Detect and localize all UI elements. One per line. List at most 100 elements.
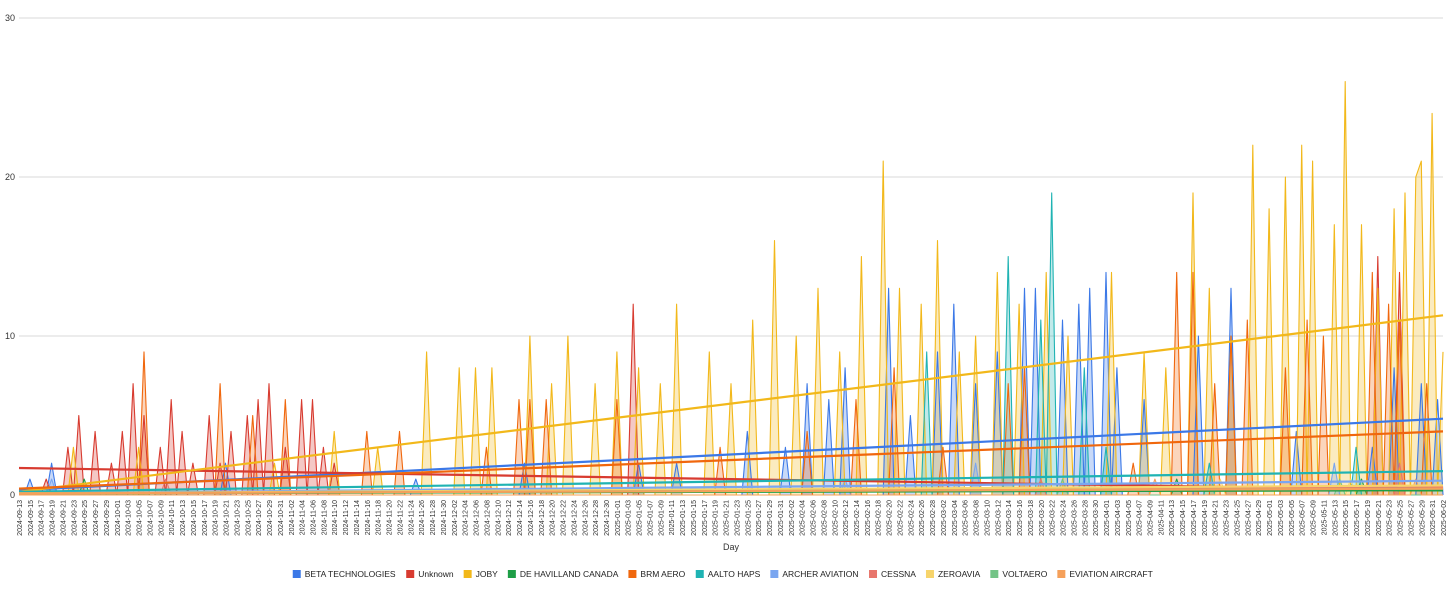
x-tick-label: 2025-05-27 — [1408, 500, 1415, 536]
x-tick-label: 2025-03-18 — [1028, 500, 1035, 536]
legend-item[interactable]: AALTO HAPS — [695, 569, 761, 579]
x-tick-label: 2024-11-20 — [387, 500, 394, 535]
x-tick-label: 2025-05-03 — [1278, 500, 1285, 536]
x-tick-label: 2024-12-16 — [528, 500, 535, 536]
x-tick-label: 2024-11-22 — [398, 500, 405, 535]
x-tick-label: 2024-09-21 — [61, 500, 68, 536]
x-tick-label: 2024-11-04 — [300, 500, 307, 535]
legend-item[interactable]: EVIATION AIRCRAFT — [1057, 569, 1153, 579]
x-tick-label: 2024-12-04 — [463, 500, 470, 536]
x-tick-label: 2025-03-08 — [974, 500, 981, 536]
series-line — [19, 478, 1443, 496]
legend-item[interactable]: VOLTAERO — [990, 569, 1048, 579]
legend-item[interactable]: Unknown — [406, 569, 454, 579]
x-tick-label: 2025-01-29 — [767, 500, 774, 536]
x-tick-label: 2024-12-20 — [550, 500, 557, 536]
x-tick-label: 2024-11-26 — [419, 500, 426, 535]
x-tick-label: 2025-02-18 — [876, 500, 883, 536]
x-tick-label: 2024-09-25 — [82, 500, 89, 536]
x-tick-label: 2025-02-04 — [800, 500, 807, 536]
legend-label: Unknown — [418, 569, 454, 579]
x-tick-label: 2025-02-14 — [854, 500, 861, 536]
x-tick-label: 2024-12-02 — [452, 500, 459, 536]
x-tick-label: 2025-04-21 — [1213, 500, 1220, 536]
x-tick-label: 2025-03-12 — [995, 500, 1002, 536]
legend-swatch — [770, 570, 779, 578]
x-tick-label: 2025-01-07 — [648, 500, 655, 536]
x-tick-label: 2025-05-13 — [1332, 500, 1339, 536]
x-tick-label: 2025-04-25 — [1235, 500, 1242, 536]
x-tick-label: 2024-12-06 — [474, 500, 481, 536]
legend-label: ZEROAVIA — [938, 569, 981, 579]
legend-item[interactable]: ARCHER AVIATION — [770, 569, 859, 579]
x-tick-label: 2025-01-19 — [713, 500, 720, 536]
x-tick-label: 2025-01-31 — [778, 500, 785, 536]
x-tick-label: 2025-05-19 — [1365, 500, 1372, 536]
x-tick-label: 2025-05-15 — [1343, 500, 1350, 536]
x-tick-label: 2025-01-17 — [702, 500, 709, 536]
series-trendline — [18, 470, 1444, 493]
x-tick-label: 2024-12-14 — [517, 500, 524, 536]
x-tick-label: 2025-02-26 — [919, 500, 926, 536]
x-tick-label: 2025-02-02 — [789, 500, 796, 536]
legend-swatch — [463, 570, 472, 578]
x-tick-label: 2024-11-02 — [289, 500, 296, 535]
x-tick-label: 2024-10-01 — [115, 500, 122, 536]
x-tick-label: 2025-04-29 — [1256, 500, 1263, 536]
x-tick-label: 2024-12-08 — [484, 500, 491, 536]
x-tick-label: 2024-11-14 — [354, 500, 361, 535]
legend-swatch — [406, 570, 415, 578]
legend-item[interactable]: DE HAVILLAND CANADA — [507, 569, 619, 579]
series-areas — [19, 81, 1443, 495]
x-tick-label: 2025-03-24 — [1061, 500, 1068, 536]
series-trendline — [18, 314, 1444, 493]
x-tick-label: 2024-12-22 — [561, 500, 568, 536]
legend-item[interactable]: BRM AERO — [628, 569, 686, 579]
x-tick-label: 2025-05-25 — [1398, 500, 1405, 536]
x-tick-label: 2025-05-11 — [1321, 500, 1328, 535]
x-tick-label: 2025-04-03 — [1115, 500, 1122, 536]
x-tick-label: 2025-05-09 — [1311, 500, 1318, 536]
x-tick-label: 2025-04-23 — [1224, 500, 1231, 536]
x-tick-label: 2024-10-29 — [267, 500, 274, 536]
legend-label: CESSNA — [881, 569, 916, 579]
x-tick-label: 2025-01-03 — [626, 500, 633, 536]
x-tick-label: 2025-03-02 — [941, 500, 948, 536]
x-tick-label: 2025-05-17 — [1354, 500, 1361, 536]
x-tick-label: 2024-09-23 — [71, 500, 78, 536]
x-tick-label: 2025-06-02 — [1441, 500, 1448, 536]
x-tick-label: 2025-01-05 — [637, 500, 644, 536]
legend-item[interactable]: CESSNA — [869, 569, 916, 579]
legend-item[interactable]: ZEROAVIA — [925, 569, 981, 579]
x-tick-label: 2025-01-01 — [615, 500, 622, 536]
legend-swatch — [869, 570, 878, 578]
x-tick-label: 2024-10-25 — [245, 500, 252, 536]
x-tick-label: 2024-09-17 — [39, 500, 46, 536]
x-tick-label: 2025-04-01 — [1104, 500, 1111, 536]
legend-label: EVIATION AIRCRAFT — [1069, 569, 1152, 579]
x-tick-label: 2024-10-17 — [202, 500, 209, 536]
legend-item[interactable]: BETA TECHNOLOGIES — [292, 569, 396, 579]
legend: BETA TECHNOLOGIES Unknown JOBY DE HAVILLAND… — [292, 569, 1153, 579]
x-tick-label: 2024-10-03 — [126, 500, 133, 536]
x-tick-label: 2024-10-09 — [158, 500, 165, 536]
x-tick-label: 2024-09-27 — [93, 500, 100, 536]
x-tick-label: 2024-12-18 — [539, 500, 546, 536]
x-tick-label: 2024-09-29 — [104, 500, 111, 536]
x-tick-label: 2025-04-15 — [1180, 500, 1187, 536]
x-tick-label: 2024-12-10 — [495, 500, 502, 536]
x-tick-label: 2025-05-23 — [1387, 500, 1394, 536]
x-tick-label: 2025-01-13 — [680, 500, 687, 536]
y-tick-label: 20 — [5, 172, 15, 182]
legend-item[interactable]: JOBY — [463, 569, 499, 579]
x-tick-label: 2025-03-16 — [1017, 500, 1024, 536]
x-tick-label: 2025-04-17 — [1191, 500, 1198, 536]
x-tick-label: 2025-03-06 — [963, 500, 970, 536]
x-tick-label: 2024-12-30 — [604, 500, 611, 536]
x-tick-label: 2025-04-11 — [1158, 500, 1165, 535]
x-tick-label: 2025-05-05 — [1289, 500, 1296, 536]
x-tick-label: 2025-01-15 — [691, 500, 698, 536]
series-trendline — [18, 430, 1444, 490]
x-tick-label: 2025-01-27 — [756, 500, 763, 536]
